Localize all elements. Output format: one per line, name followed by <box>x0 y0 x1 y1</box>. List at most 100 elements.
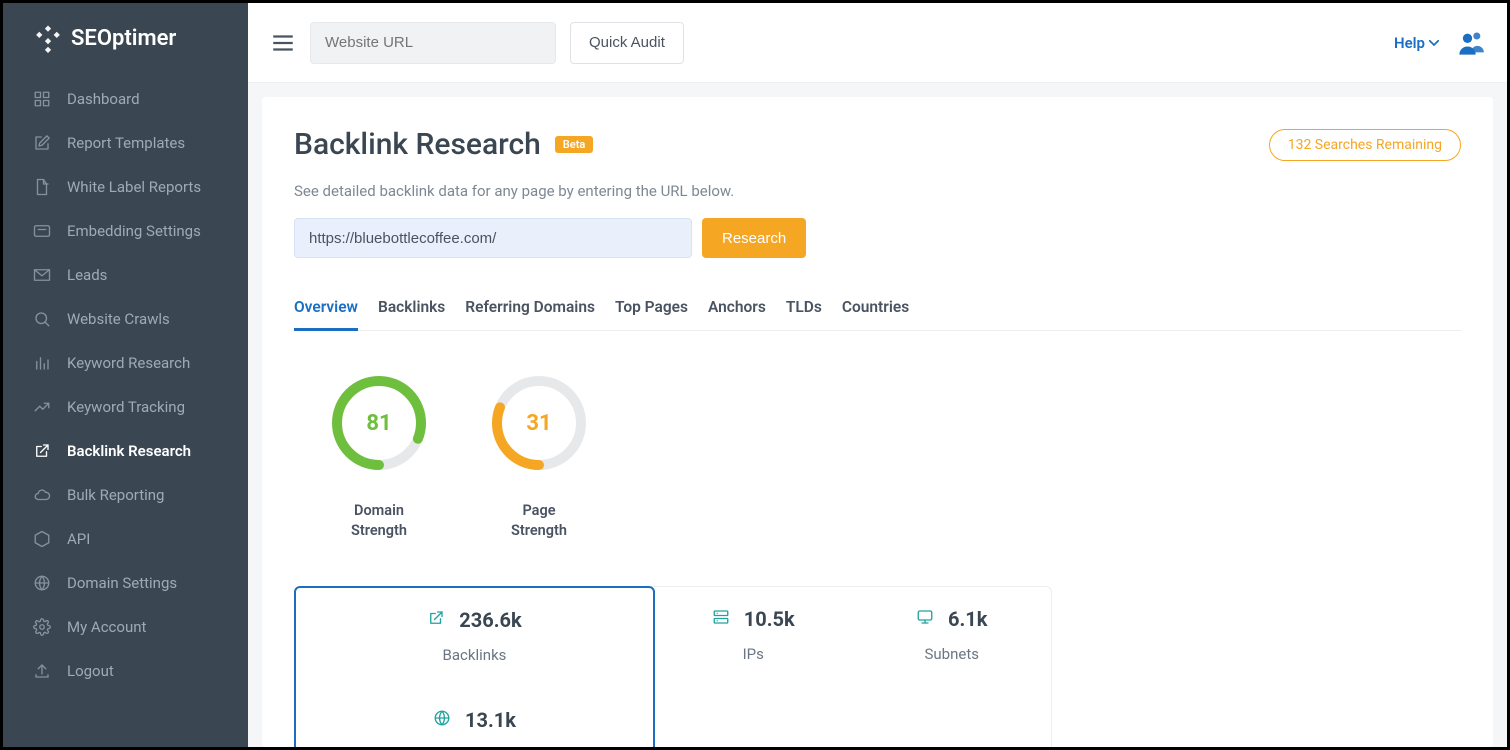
stat-ips[interactable]: 10.5k IPs <box>654 587 853 747</box>
globe-icon <box>433 709 455 731</box>
search-row: Research <box>294 218 1461 258</box>
tab-tlds[interactable]: TLDs <box>786 298 822 330</box>
stat-label: Subnets <box>925 645 980 663</box>
stat-selected-group: 236.6k Backlinks 13.1k Referring Domains <box>294 586 655 747</box>
embed-icon <box>33 222 51 240</box>
stat-value: 236.6k <box>459 608 521 632</box>
gauge-label: PageStrength <box>511 501 567 542</box>
stat-subnets[interactable]: 6.1k Subnets <box>853 587 1052 747</box>
sidebar-item-label: Domain Settings <box>67 574 177 592</box>
brand-logo[interactable]: SEOptimer <box>3 3 248 77</box>
main-area: Quick Audit Help Backlink Research Beta … <box>248 3 1507 747</box>
mail-icon <box>33 266 51 284</box>
sidebar-item-label: My Account <box>67 618 146 636</box>
gauge-ring: 31 <box>489 373 589 473</box>
sidebar-item-label: Bulk Reporting <box>67 486 164 504</box>
domain-input[interactable] <box>294 218 692 258</box>
gauge-label: DomainStrength <box>351 501 407 542</box>
stat-referring-domains[interactable]: 13.1k Referring Domains <box>403 688 547 747</box>
sidebar-item-backlink-research[interactable]: Backlink Research <box>3 429 248 473</box>
search-icon <box>33 310 51 328</box>
external-icon <box>427 609 449 631</box>
gauge-page-strength: 31 PageStrength <box>479 373 599 542</box>
document-icon <box>33 178 51 196</box>
website-url-input[interactable] <box>310 22 556 64</box>
edit-icon <box>33 134 51 152</box>
sidebar-item-label: Logout <box>67 662 114 680</box>
hamburger-icon[interactable] <box>270 30 296 56</box>
searches-remaining: 132 Searches Remaining <box>1269 129 1461 161</box>
globe-icon <box>33 574 51 592</box>
page-subtitle: See detailed backlink data for any page … <box>294 182 1461 200</box>
tab-countries[interactable]: Countries <box>842 298 909 330</box>
gauge-row: 81 DomainStrength 31 PageStrength <box>294 373 1461 542</box>
chevron-down-icon <box>1429 40 1439 46</box>
sidebar-item-domain-settings[interactable]: Domain Settings <box>3 561 248 605</box>
dashboard-icon <box>33 90 51 108</box>
help-label: Help <box>1394 34 1425 52</box>
sidebar-item-report-templates[interactable]: Report Templates <box>3 121 248 165</box>
stat-label: IPs <box>743 645 764 663</box>
sidebar-item-keyword-research[interactable]: Keyword Research <box>3 341 248 385</box>
cloud-icon <box>33 486 51 504</box>
sidebar-item-label: Report Templates <box>67 134 185 152</box>
stats-row: 236.6k Backlinks 13.1k Referring Domains 10.… <box>294 586 1052 747</box>
quick-audit-button[interactable]: Quick Audit <box>570 22 684 64</box>
sidebar-item-leads[interactable]: Leads <box>3 253 248 297</box>
sidebar-item-website-crawls[interactable]: Website Crawls <box>3 297 248 341</box>
beta-badge: Beta <box>555 136 594 153</box>
brand-icon <box>33 23 63 53</box>
sidebar-item-label: Website Crawls <box>67 310 170 328</box>
stat-label: Backlinks <box>443 646 507 664</box>
upload-icon <box>33 662 51 680</box>
gauge-value: 81 <box>329 373 429 473</box>
page-header: Backlink Research Beta 132 Searches Rema… <box>294 127 1461 162</box>
tabs: Overview Backlinks Referring Domains Top Pa… <box>294 298 1461 331</box>
sidebar-nav: Dashboard Report Templates White Label Rep… <box>3 77 248 693</box>
stat-label: Referring Domains <box>413 746 537 747</box>
sidebar-item-label: Keyword Tracking <box>67 398 185 416</box>
tab-overview[interactable]: Overview <box>294 298 358 331</box>
external-icon <box>33 442 51 460</box>
sidebar: SEOptimer Dashboard Report Templates White… <box>3 3 248 747</box>
sidebar-item-bulk-reporting[interactable]: Bulk Reporting <box>3 473 248 517</box>
tab-top-pages[interactable]: Top Pages <box>615 298 688 330</box>
stat-value: 6.1k <box>948 607 987 631</box>
sidebar-item-embedding-settings[interactable]: Embedding Settings <box>3 209 248 253</box>
stat-backlinks[interactable]: 236.6k Backlinks <box>417 588 531 688</box>
sidebar-item-logout[interactable]: Logout <box>3 649 248 693</box>
gauge-domain-strength: 81 DomainStrength <box>319 373 439 542</box>
stat-value: 13.1k <box>465 708 516 732</box>
sidebar-item-white-label-reports[interactable]: White Label Reports <box>3 165 248 209</box>
page-title: Backlink Research <box>294 127 541 162</box>
sidebar-item-label: Dashboard <box>67 90 140 108</box>
tab-referring-domains[interactable]: Referring Domains <box>465 298 595 330</box>
sidebar-item-label: Keyword Research <box>67 354 190 372</box>
user-icon[interactable] <box>1457 29 1485 57</box>
gauge-value: 31 <box>489 373 589 473</box>
hex-icon <box>33 530 51 548</box>
sidebar-item-keyword-tracking[interactable]: Keyword Tracking <box>3 385 248 429</box>
tab-backlinks[interactable]: Backlinks <box>378 298 445 330</box>
gauge-ring: 81 <box>329 373 429 473</box>
stat-value: 10.5k <box>744 607 795 631</box>
research-button[interactable]: Research <box>702 218 806 258</box>
gear-icon <box>33 618 51 636</box>
help-dropdown[interactable]: Help <box>1394 34 1439 52</box>
sidebar-item-label: Backlink Research <box>67 442 191 460</box>
sidebar-item-label: White Label Reports <box>67 178 201 196</box>
tab-anchors[interactable]: Anchors <box>708 298 766 330</box>
bars-icon <box>33 354 51 372</box>
sidebar-item-my-account[interactable]: My Account <box>3 605 248 649</box>
sidebar-item-label: Leads <box>67 266 107 284</box>
sidebar-item-api[interactable]: API <box>3 517 248 561</box>
server-icon <box>712 608 734 630</box>
monitor-icon <box>916 608 938 630</box>
sidebar-item-label: Embedding Settings <box>67 222 201 240</box>
sidebar-item-dashboard[interactable]: Dashboard <box>3 77 248 121</box>
sidebar-item-label: API <box>67 530 90 548</box>
content-card: Backlink Research Beta 132 Searches Rema… <box>262 97 1493 747</box>
trend-icon <box>33 398 51 416</box>
topbar: Quick Audit Help <box>248 3 1507 83</box>
brand-name: SEOptimer <box>71 26 176 51</box>
